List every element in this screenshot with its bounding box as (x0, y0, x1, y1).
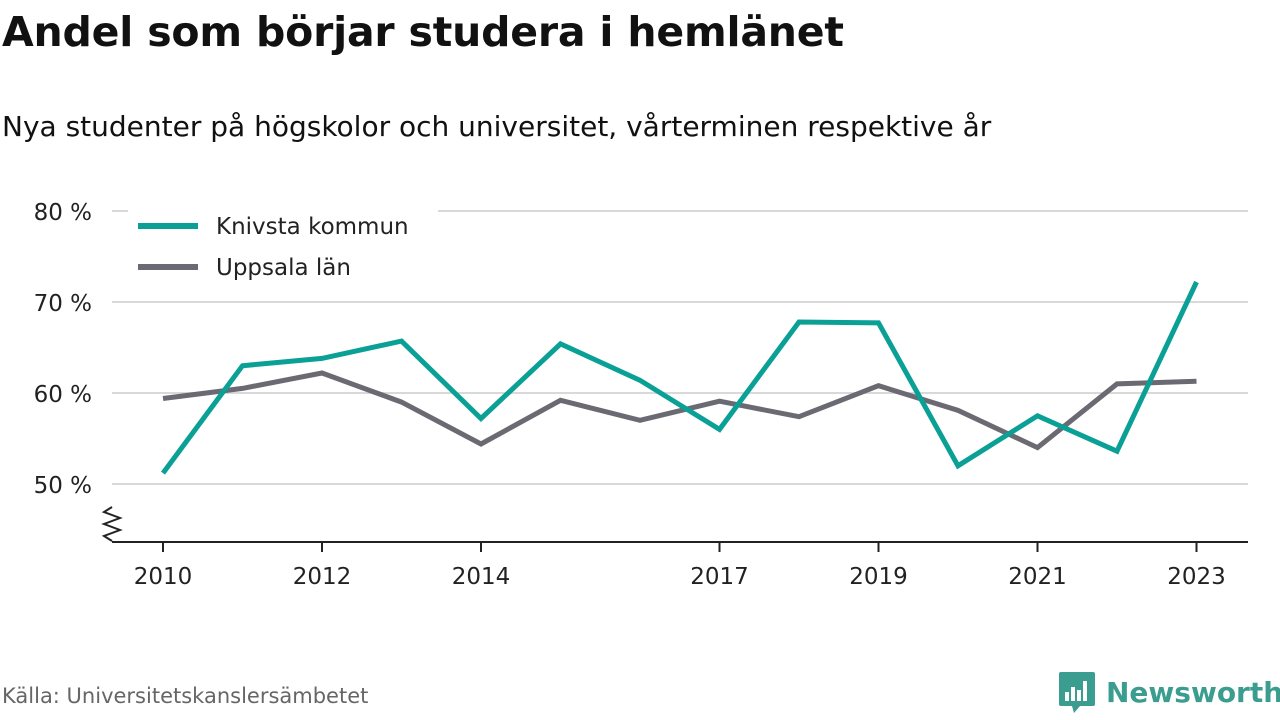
x-tick-label: 2019 (849, 564, 908, 590)
x-tick-label: 2017 (690, 564, 749, 590)
y-tick-label: 50 % (34, 473, 92, 499)
x-tick-label: 2021 (1008, 564, 1067, 590)
legend-label: Knivsta kommun (216, 214, 409, 240)
series-line-uppsala-lan (162, 370, 1197, 451)
y-tick-label: 80 % (34, 200, 92, 226)
brand-logo: Newsworthy (1058, 670, 1280, 714)
y-tick-label: 70 % (34, 291, 92, 317)
axes: 50 % 60 % 70 % 80 % 2010 2012 2014 2017 2019 2021… (34, 200, 1248, 590)
axis-break-symbol (101, 506, 123, 542)
chart-title: Andel som börjar studera i hemlänet (2, 8, 844, 56)
chart-subtitle: Nya studenter på högskolor och universit… (2, 110, 992, 143)
y-tick-label: 60 % (34, 382, 92, 408)
legend-background (128, 196, 438, 296)
brand-name: Newsworthy (1106, 675, 1280, 709)
legend-label: Uppsala län (216, 255, 351, 281)
x-tick-label: 2010 (134, 564, 193, 590)
x-tick-label: 2012 (293, 564, 352, 590)
legend: Knivsta kommun Uppsala län (128, 196, 438, 296)
x-tick-label: 2023 (1167, 564, 1226, 590)
bar-chart-icon (1059, 672, 1095, 713)
series-line-knivsta-kommun (160, 280, 1199, 475)
x-tick-label: 2014 (452, 564, 511, 590)
series-lines (160, 280, 1199, 475)
source-note: Källa: Universitetskanslersämbetet (2, 684, 369, 708)
